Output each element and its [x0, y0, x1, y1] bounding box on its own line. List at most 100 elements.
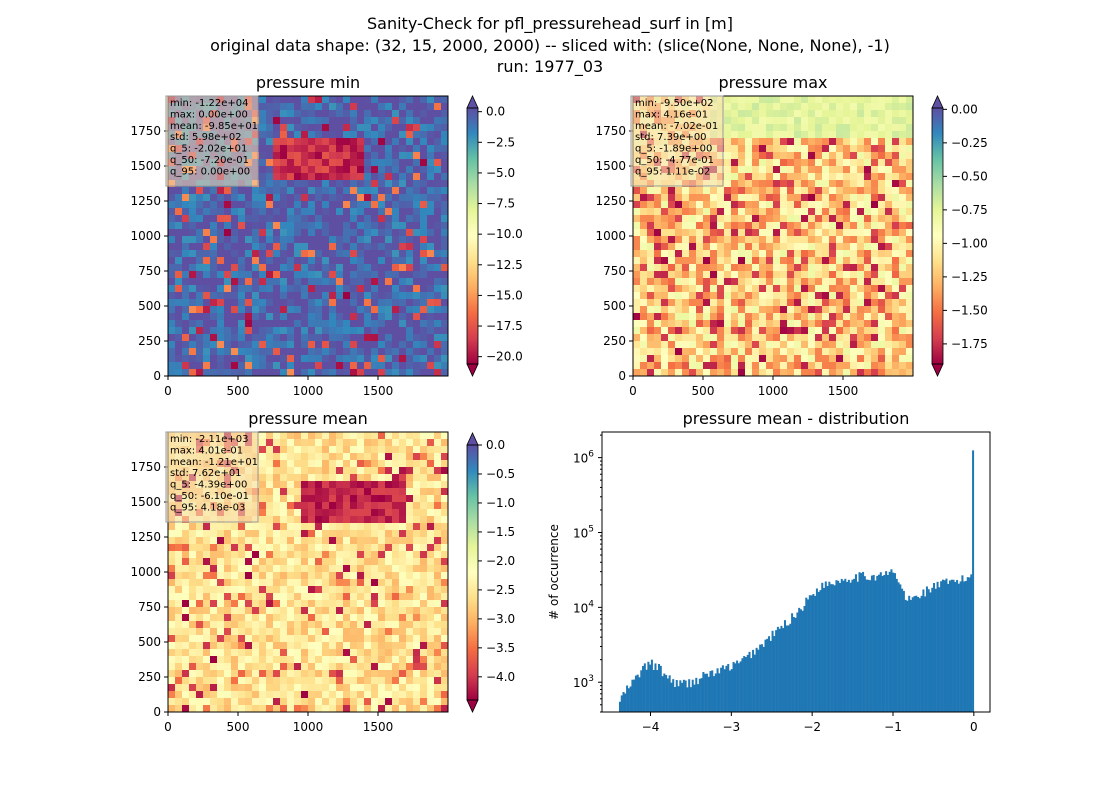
- histogram-bar: [878, 574, 881, 712]
- histogram-bar: [940, 581, 943, 712]
- histogram-bar: [768, 636, 771, 712]
- stats-line: min: -1.22e+04: [170, 98, 249, 109]
- y-tick-label: 0: [153, 369, 161, 383]
- stats-line: q_5: -2.02e+01: [170, 144, 247, 155]
- histogram-bar: [668, 675, 671, 712]
- histogram-bar: [636, 674, 639, 712]
- histogram-bar: [885, 571, 888, 712]
- y-tick-label: 1750: [130, 460, 161, 474]
- histogram-bar: [707, 676, 710, 712]
- histogram-bar: [675, 680, 678, 712]
- histogram-bar: [881, 576, 884, 712]
- figure-title-line-3: run: 1977_03: [496, 57, 604, 76]
- histogram-bar: [732, 661, 735, 712]
- histogram-bar: [851, 579, 854, 712]
- histogram-bar: [799, 609, 802, 712]
- colorbar-tick-label: −1.5: [486, 525, 515, 539]
- colorbar-tick-label: −2.0: [486, 554, 515, 568]
- histogram-bar: [677, 686, 680, 712]
- histogram-bar: [737, 663, 740, 712]
- histogram-bar: [892, 572, 895, 712]
- histogram-bar: [746, 654, 749, 712]
- histogram-bar: [879, 572, 882, 712]
- histogram-bar: [970, 574, 973, 712]
- histogram-bar: [853, 578, 856, 712]
- histogram-bar: [666, 678, 669, 712]
- stats-line: min: -9.50e+02: [635, 98, 714, 109]
- histogram-bar: [925, 586, 928, 712]
- histogram-bar: [716, 668, 719, 712]
- histogram-bar: [911, 597, 914, 712]
- y-tick-label: 750: [603, 264, 626, 278]
- histogram-bar: [812, 594, 815, 712]
- stats-line: q_50: -4.77e-01: [635, 155, 714, 166]
- colorbar-extend-bottom: [466, 699, 479, 713]
- histogram-bar: [744, 657, 747, 712]
- histogram-bar: [838, 583, 842, 712]
- stats-box-bg: [165, 431, 259, 523]
- y-tick-label: 1500: [595, 159, 626, 173]
- histogram-bar: [759, 644, 762, 712]
- histogram-bar: [631, 679, 634, 712]
- histogram-bar: [672, 679, 675, 712]
- histogram-bar: [629, 686, 632, 712]
- histogram-bar: [723, 669, 726, 712]
- histogram-bar: [727, 663, 730, 712]
- y-tick-label: 250: [138, 670, 161, 684]
- x-tick-label: 0: [970, 720, 978, 734]
- x-tick-label: 500: [227, 384, 250, 398]
- histogram-bar: [856, 581, 859, 712]
- histogram-bar: [679, 680, 682, 712]
- histogram-bar: [782, 628, 785, 712]
- colorbar-tick-label: −15.0: [486, 288, 523, 302]
- y-tick-label: 1250: [130, 530, 161, 544]
- histogram-bar: [954, 582, 957, 712]
- x-tick-label: 500: [692, 384, 715, 398]
- y-tick-label: 1500: [130, 495, 161, 509]
- histogram-bar: [959, 581, 962, 712]
- histogram-bar: [824, 581, 827, 712]
- stats-line: max: 4.01e-01: [170, 445, 243, 456]
- colorbar-tick-label: 0.0: [486, 105, 505, 119]
- stats-line: q_50: -7.20e-01: [170, 155, 249, 166]
- histogram-bar: [815, 588, 818, 712]
- histogram-bar: [734, 663, 737, 712]
- histogram-bar: [860, 573, 863, 712]
- histogram-bar: [835, 580, 838, 712]
- histogram-bar: [929, 592, 932, 712]
- histogram-bar: [963, 581, 966, 712]
- histogram-bar: [844, 578, 847, 712]
- y-tick-label: 1750: [595, 124, 626, 138]
- colorbar-tick-label: −10.0: [486, 227, 523, 241]
- y-tick-label: 103: [573, 674, 594, 690]
- histogram-bar: [792, 617, 795, 712]
- y-tick-label: 750: [138, 600, 161, 614]
- x-tick-label: −3: [722, 720, 740, 734]
- histogram-bar: [948, 580, 952, 712]
- stats-line: std: 7.62e+01: [170, 468, 242, 479]
- histogram-bar: [622, 691, 625, 712]
- histogram-bar: [709, 671, 712, 712]
- histogram-bar: [821, 582, 824, 712]
- colorbar-gradient: [467, 108, 478, 364]
- y-axis-label: # of occurrence: [547, 524, 561, 620]
- stats-line: std: 5.98e+02: [170, 132, 242, 143]
- histogram-bar: [886, 574, 889, 712]
- x-tick-label: 1000: [293, 384, 324, 398]
- y-tick-label: 500: [138, 635, 161, 649]
- x-tick-label: 1500: [828, 384, 859, 398]
- y-tick-label: 500: [138, 299, 161, 313]
- colorbar-tick-label: −1.75: [951, 337, 988, 351]
- histogram-bar: [659, 665, 662, 712]
- histogram-bar: [828, 581, 831, 712]
- y-tick-label: 1250: [595, 194, 626, 208]
- histogram-bar: [917, 596, 920, 712]
- histogram-bar: [773, 636, 776, 712]
- histogram-bar: [972, 450, 975, 712]
- histogram-bar: [945, 578, 948, 712]
- y-tick-label: 1500: [130, 159, 161, 173]
- y-tick-label: 250: [138, 334, 161, 348]
- y-tick-label: 500: [603, 299, 626, 313]
